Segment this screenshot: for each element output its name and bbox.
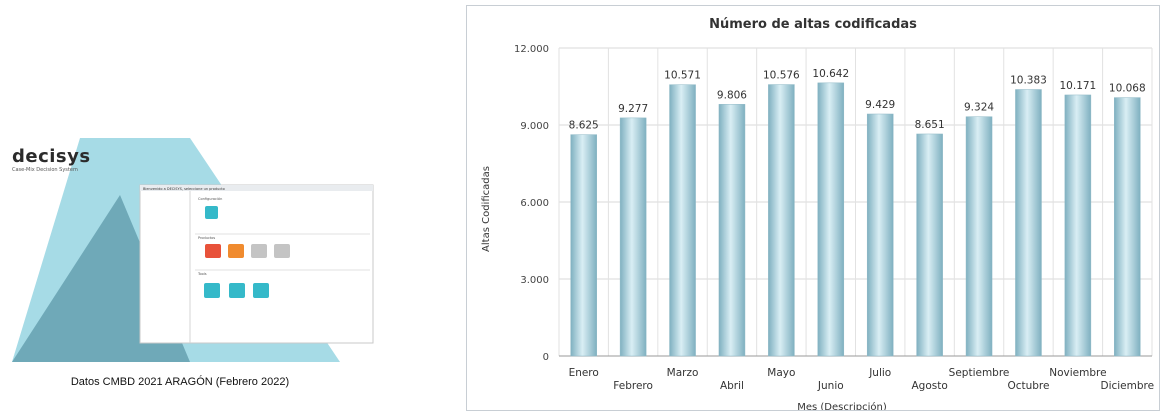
y-tick-label: 0 bbox=[543, 352, 549, 363]
x-tick-label: Septiembre bbox=[949, 367, 1010, 379]
bar-chart: Número de altas codificadas Altas Codifi… bbox=[481, 17, 1155, 413]
x-tick-label: Abril bbox=[720, 380, 744, 392]
x-tick-label: Enero bbox=[569, 367, 599, 379]
section-config-label: Configuración bbox=[198, 197, 222, 201]
decisys-logo: decisys bbox=[12, 146, 91, 167]
bar-octubre bbox=[1015, 89, 1042, 357]
chart-title: Número de altas codificadas bbox=[709, 17, 917, 32]
x-tick-label: Octubre bbox=[1007, 380, 1049, 392]
data-caption: Datos CMBD 2021 ARAGÓN (Febrero 2022) bbox=[70, 376, 290, 388]
x-tick-label: Diciembre bbox=[1100, 380, 1154, 392]
x-tick-label: Marzo bbox=[667, 367, 699, 379]
y-axis-label: Altas Codificadas bbox=[481, 166, 492, 252]
grid-lines: 0 3.000 6.000 9.000 12.000 bbox=[514, 44, 1153, 363]
bar-value-label: 10.576 bbox=[763, 70, 800, 82]
y-tick-label: 12.000 bbox=[514, 44, 549, 55]
app-window-title: Bienvenido a DECISYS, seleccione un prod… bbox=[143, 187, 225, 191]
y-tick-label: 3.000 bbox=[520, 275, 549, 286]
x-tick-label: Agosto bbox=[911, 380, 947, 392]
bar-value-label: 8.625 bbox=[569, 120, 599, 132]
labels: 8.625 Enero 9.277 Febrero 10.571 Marzo 9.806 Ab… bbox=[569, 68, 1155, 392]
bar-value-label: 10.383 bbox=[1010, 75, 1047, 87]
bar-enero bbox=[570, 134, 597, 357]
bars bbox=[570, 82, 1141, 357]
bar-value-label: 9.277 bbox=[618, 103, 648, 115]
product-grey2-icon[interactable] bbox=[274, 244, 290, 258]
app-window bbox=[139, 184, 374, 344]
x-axis-label: Mes (Descripción) bbox=[797, 401, 887, 410]
bar-value-label: 10.571 bbox=[664, 70, 701, 82]
bar-mayo bbox=[768, 84, 795, 357]
config-icon[interactable] bbox=[205, 206, 218, 219]
bar-value-label: 10.068 bbox=[1109, 83, 1146, 95]
x-tick-label: Julio bbox=[868, 367, 891, 379]
bar-noviembre bbox=[1064, 94, 1092, 357]
section-tools-label: Tools bbox=[197, 272, 207, 276]
bar-value-label: 8.651 bbox=[915, 119, 945, 131]
x-tick-label: Mayo bbox=[767, 367, 795, 379]
tool-2-icon[interactable] bbox=[229, 283, 245, 298]
bar-value-label: 9.429 bbox=[865, 99, 895, 111]
chart-panel: Número de altas codificadas Altas Codifi… bbox=[466, 5, 1160, 413]
bar-agosto bbox=[916, 133, 943, 357]
bar-julio bbox=[866, 113, 894, 357]
bar-febrero bbox=[619, 117, 647, 357]
bar-septiembre bbox=[965, 116, 993, 357]
bar-junio bbox=[817, 82, 845, 357]
bar-diciembre bbox=[1114, 97, 1141, 357]
bar-abril bbox=[718, 104, 746, 357]
bar-marzo bbox=[669, 84, 696, 357]
y-tick-label: 6.000 bbox=[520, 198, 549, 209]
decisys-tagline: Case-Mix Decision System bbox=[12, 167, 78, 173]
promo-panel: Bienvenido a DECISYS, seleccione un prod… bbox=[0, 0, 440, 414]
product-grey1-icon[interactable] bbox=[251, 244, 267, 258]
bar-value-label: 9.324 bbox=[964, 102, 994, 114]
tool-3-icon[interactable] bbox=[253, 283, 269, 298]
x-tick-label: Junio bbox=[817, 380, 844, 392]
bar-value-label: 10.171 bbox=[1060, 80, 1097, 92]
x-tick-label: Febrero bbox=[613, 380, 653, 392]
app-titlebar bbox=[140, 185, 373, 191]
product-cmbd-icon[interactable] bbox=[228, 244, 244, 258]
product-ap-icon[interactable] bbox=[205, 244, 221, 258]
y-tick-label: 9.000 bbox=[520, 121, 549, 132]
bar-value-label: 10.642 bbox=[812, 68, 849, 80]
section-products-label: Productos bbox=[198, 236, 215, 240]
x-tick-label: Noviembre bbox=[1049, 367, 1106, 379]
promo-illustration: Bienvenido a DECISYS, seleccione un prod… bbox=[12, 138, 374, 362]
bar-value-label: 9.806 bbox=[717, 89, 747, 101]
tool-1-icon[interactable] bbox=[204, 283, 220, 298]
